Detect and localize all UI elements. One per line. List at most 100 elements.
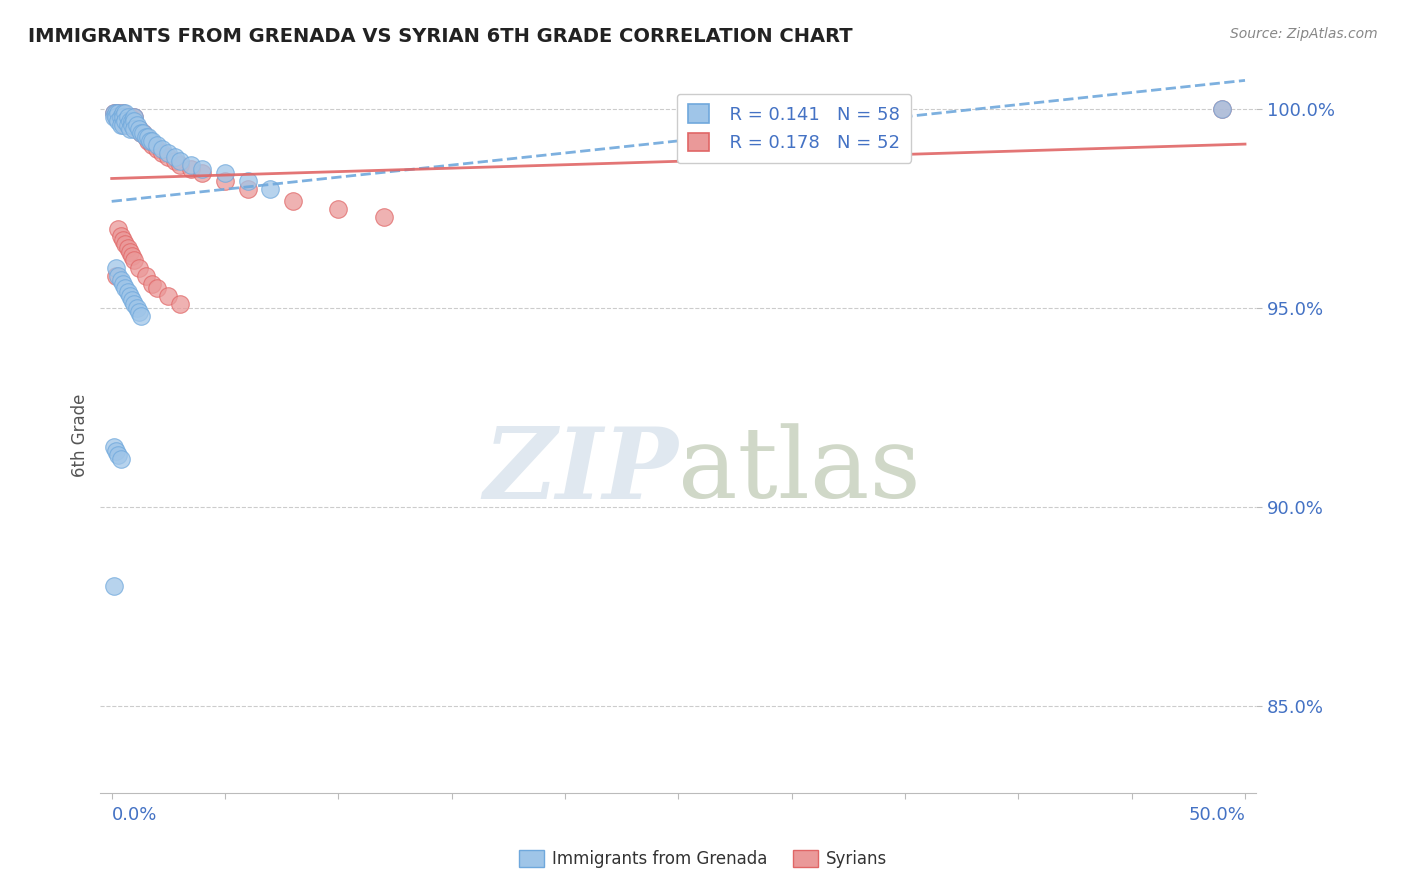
Point xyxy=(139,134,162,148)
Point xyxy=(118,118,141,132)
Point xyxy=(105,106,128,120)
Point xyxy=(128,261,150,276)
Point xyxy=(129,126,152,140)
Point xyxy=(1211,102,1233,116)
Point xyxy=(105,269,128,284)
Point xyxy=(132,126,155,140)
Point xyxy=(180,161,202,176)
Point xyxy=(118,122,141,136)
Point xyxy=(165,150,187,164)
Point xyxy=(105,444,128,458)
Point xyxy=(103,110,125,124)
Point xyxy=(114,114,136,128)
Point xyxy=(1211,102,1233,116)
Point xyxy=(124,122,146,136)
Point xyxy=(150,146,173,161)
Point xyxy=(132,126,155,140)
Point xyxy=(129,309,152,323)
Text: 50.0%: 50.0% xyxy=(1188,806,1244,824)
Point xyxy=(110,110,132,124)
Point xyxy=(121,114,143,128)
Point xyxy=(124,110,146,124)
Point xyxy=(236,182,259,196)
Point xyxy=(105,261,128,276)
Point xyxy=(136,130,159,145)
Point xyxy=(111,114,134,128)
Point xyxy=(191,161,214,176)
Text: atlas: atlas xyxy=(678,423,921,519)
Point xyxy=(117,285,139,300)
Point xyxy=(111,110,134,124)
Point xyxy=(141,277,163,292)
Point xyxy=(117,241,139,255)
Point xyxy=(103,106,125,120)
Point xyxy=(103,106,125,120)
Point xyxy=(105,110,128,124)
Point xyxy=(111,234,134,248)
Point xyxy=(157,150,180,164)
Point xyxy=(118,289,141,303)
Point xyxy=(107,448,129,462)
Point xyxy=(111,118,134,132)
Point xyxy=(107,221,129,235)
Point xyxy=(114,106,136,120)
Point xyxy=(110,452,132,467)
Point xyxy=(105,110,128,124)
Point xyxy=(111,106,134,120)
Y-axis label: 6th Grade: 6th Grade xyxy=(72,393,89,477)
Point xyxy=(128,122,150,136)
Point xyxy=(107,106,129,120)
Point xyxy=(117,110,139,124)
Point xyxy=(124,297,146,311)
Point xyxy=(146,281,169,295)
Point xyxy=(373,210,395,224)
Point xyxy=(169,158,191,172)
Point xyxy=(146,138,169,153)
Point xyxy=(141,138,163,153)
Point xyxy=(103,440,125,454)
Point xyxy=(110,110,132,124)
Point xyxy=(125,118,148,132)
Point xyxy=(107,114,129,128)
Point xyxy=(157,289,180,303)
Text: 0.0%: 0.0% xyxy=(111,806,157,824)
Point xyxy=(110,118,132,132)
Point xyxy=(124,118,146,132)
Point xyxy=(105,106,128,120)
Point xyxy=(118,110,141,124)
Point xyxy=(128,122,150,136)
Point xyxy=(135,130,157,145)
Point xyxy=(118,245,141,260)
Point xyxy=(124,253,146,268)
Point xyxy=(110,273,132,287)
Point xyxy=(114,110,136,124)
Point xyxy=(139,134,162,148)
Point xyxy=(114,281,136,295)
Point xyxy=(124,114,146,128)
Point xyxy=(124,110,146,124)
Point xyxy=(114,118,136,132)
Point xyxy=(157,146,180,161)
Text: Source: ZipAtlas.com: Source: ZipAtlas.com xyxy=(1230,27,1378,41)
Point xyxy=(129,126,152,140)
Point xyxy=(121,293,143,307)
Point xyxy=(141,134,163,148)
Point xyxy=(111,106,134,120)
Point xyxy=(169,297,191,311)
Point xyxy=(169,153,191,168)
Legend:   R = 0.141   N = 58,   R = 0.178   N = 52: R = 0.141 N = 58, R = 0.178 N = 52 xyxy=(676,94,911,163)
Point xyxy=(110,114,132,128)
Point xyxy=(125,122,148,136)
Point xyxy=(136,134,159,148)
Point xyxy=(135,130,157,145)
Point xyxy=(121,114,143,128)
Point xyxy=(180,158,202,172)
Point xyxy=(150,142,173,156)
Point xyxy=(281,194,304,208)
Point xyxy=(214,166,236,180)
Point xyxy=(118,114,141,128)
Point xyxy=(107,269,129,284)
Point xyxy=(117,114,139,128)
Point xyxy=(135,269,157,284)
Point xyxy=(114,237,136,252)
